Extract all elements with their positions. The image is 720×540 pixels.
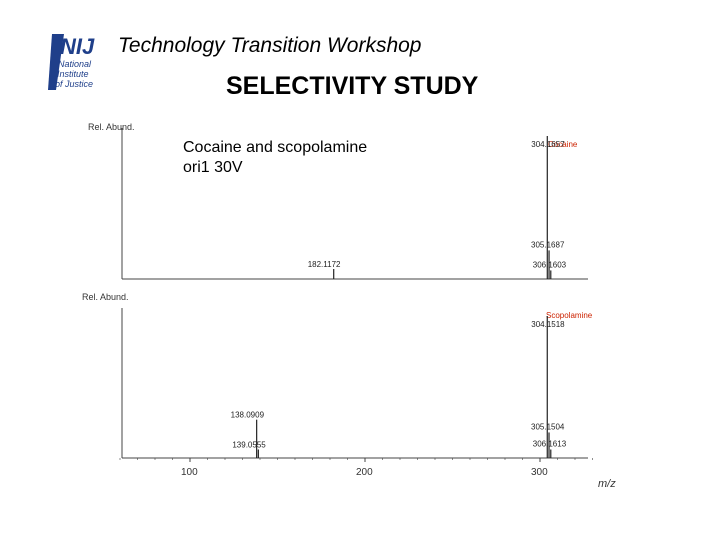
logo-bar-icon bbox=[48, 34, 64, 90]
peak-label-1-2: 304.1657 bbox=[531, 140, 565, 149]
x-axis-label: m/z bbox=[598, 478, 616, 490]
peak-label-2-2: 139.0555 bbox=[232, 440, 266, 449]
caption-line-1: Cocaine and scopolamine bbox=[183, 139, 368, 156]
peak-label-2-3: 304.1518 bbox=[531, 320, 565, 329]
y-axis-label-2: Rel. Abund. bbox=[82, 292, 129, 302]
y-axis-label-1: Rel. Abund. bbox=[88, 122, 135, 132]
logo-line-3: of Justice bbox=[55, 79, 93, 89]
peak-label-1-4: 306.1603 bbox=[533, 260, 567, 269]
peak-label-1-1: 182.1172 bbox=[308, 260, 341, 269]
peak-label-2-5: 306.1613 bbox=[533, 439, 567, 448]
caption-line-2: ori1 30V bbox=[183, 159, 243, 176]
compound-label-1: Cocaine bbox=[548, 140, 578, 149]
x-tick-label-1: 100 bbox=[181, 467, 198, 478]
logo-letters: NIJ bbox=[60, 34, 95, 59]
spectrum-caption: Cocaine and scopolamine ori1 30V bbox=[183, 138, 367, 178]
compound-label-2: Scopolamine bbox=[546, 311, 593, 320]
peak-label-1-3: 305.1687 bbox=[531, 240, 565, 249]
peak-label-2-1: 138.0909 bbox=[231, 411, 265, 420]
slide-title: SELECTIVITY STUDY bbox=[226, 72, 479, 100]
peak-label-2-4: 305.1504 bbox=[531, 422, 565, 431]
logo-line-1: National bbox=[58, 59, 92, 69]
x-tick-label-2: 200 bbox=[356, 467, 373, 478]
logo-line-2: Institute bbox=[57, 69, 89, 79]
workshop-title: Technology Transition Workshop bbox=[118, 34, 422, 57]
nij-logo: NIJ National Institute of Justice bbox=[48, 34, 95, 90]
x-tick-label-3: 300 bbox=[531, 467, 548, 478]
